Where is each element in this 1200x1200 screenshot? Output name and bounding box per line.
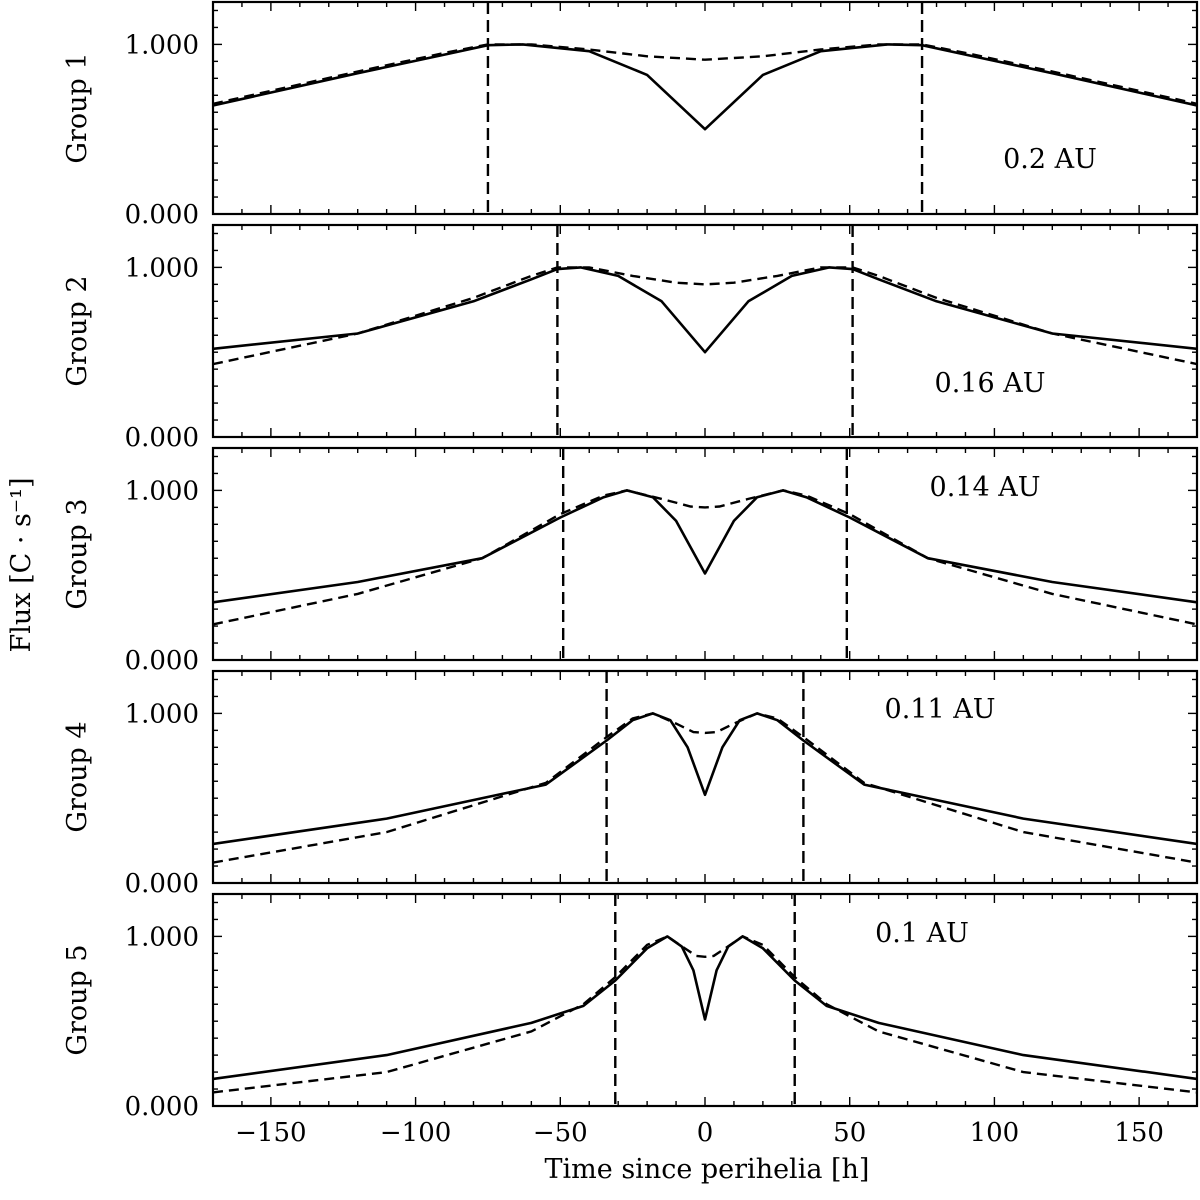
solid-flux-curve (213, 43, 1197, 131)
panel-group-4: 0.000 1.000 Group 4 0.11 AU (62, 669, 1199, 899)
distance-label: 0.2 AU (1003, 144, 1097, 175)
panel-frame (211, 0, 1199, 216)
solid-flux-curve (213, 935, 1197, 1081)
distance-label: 0.11 AU (885, 694, 996, 725)
dashed-flux-curve (213, 489, 1197, 626)
x-tick-label: 50 (833, 1118, 866, 1148)
x-tick-label: 100 (970, 1118, 1020, 1148)
x-axis-label: Time since perihelia [h] (545, 1154, 870, 1185)
y-tick-label: 1.000 (125, 30, 199, 60)
group-label: Group 2 (62, 275, 93, 386)
solid-flux-curve (213, 489, 1197, 604)
y-tick-label: 0.000 (125, 1092, 199, 1122)
panel-frame (211, 892, 1199, 1108)
panel-frame (211, 223, 1199, 439)
y-tick-label: 1.000 (125, 922, 199, 952)
distance-label: 0.1 AU (875, 918, 969, 949)
y-tick-label: 0.000 (125, 646, 199, 676)
y-tick-label: 0.000 (125, 869, 199, 899)
y-axis-label: Flux [C · s⁻¹] (6, 478, 37, 653)
panel-group-2: 0.000 1.000 Group 2 0.16 AU (62, 223, 1199, 453)
dashed-flux-curve (213, 43, 1197, 105)
panel-group-1: 0.000 1.000 Group 1 0.2 AU (62, 0, 1199, 230)
y-tick-label: 0.000 (125, 423, 199, 453)
x-tick-label: −100 (380, 1118, 451, 1148)
group-label: Group 5 (62, 944, 93, 1055)
group-label: Group 1 (62, 52, 93, 163)
dashed-flux-curve (213, 266, 1197, 366)
y-tick-label: 0.000 (125, 200, 199, 230)
panel-frame (211, 669, 1199, 885)
x-tick-label: −150 (235, 1118, 306, 1148)
x-tick-label: 150 (1114, 1118, 1164, 1148)
group-label: Group 4 (62, 721, 93, 832)
panel-group-3: 0.000 1.000 Group 3 0.14 AU (62, 446, 1199, 676)
panel-group-5: 0.000 1.000 Group 5 0.1 AU (62, 892, 1199, 1122)
solid-flux-curve (213, 712, 1197, 846)
x-tick-label: 0 (697, 1118, 714, 1148)
chart-panels: 0.000 1.000 Group 1 0.2 AU 0.000 1.000 Group 2… (62, 0, 1199, 1148)
y-tick-label: 1.000 (125, 699, 199, 729)
group-label: Group 3 (62, 498, 93, 609)
panel-frame (211, 446, 1199, 662)
y-tick-label: 1.000 (125, 476, 199, 506)
distance-label: 0.14 AU (930, 472, 1041, 503)
dashed-flux-curve (213, 935, 1197, 1094)
dashed-flux-curve (213, 712, 1197, 864)
distance-label: 0.16 AU (935, 368, 1046, 399)
solid-flux-curve (213, 266, 1197, 354)
x-tick-label: −50 (533, 1118, 588, 1148)
y-tick-label: 1.000 (125, 253, 199, 283)
